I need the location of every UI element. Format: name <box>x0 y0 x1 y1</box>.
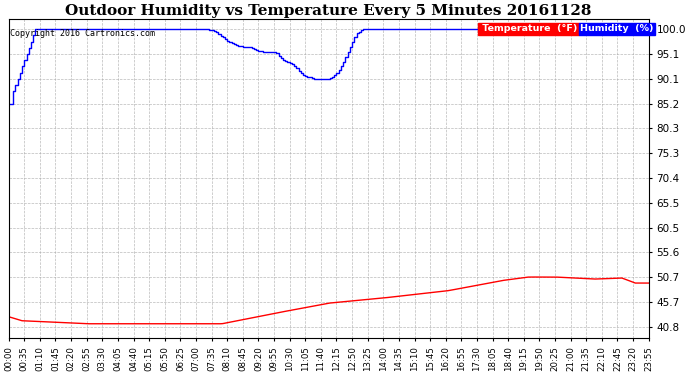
Title: Outdoor Humidity vs Temperature Every 5 Minutes 20161128: Outdoor Humidity vs Temperature Every 5 … <box>66 4 592 18</box>
Text: Temperature  (°F): Temperature (°F) <box>479 24 578 33</box>
Text: Humidity  (%): Humidity (%) <box>580 24 653 33</box>
Text: Copyright 2016 Cartronics.com: Copyright 2016 Cartronics.com <box>10 29 155 38</box>
